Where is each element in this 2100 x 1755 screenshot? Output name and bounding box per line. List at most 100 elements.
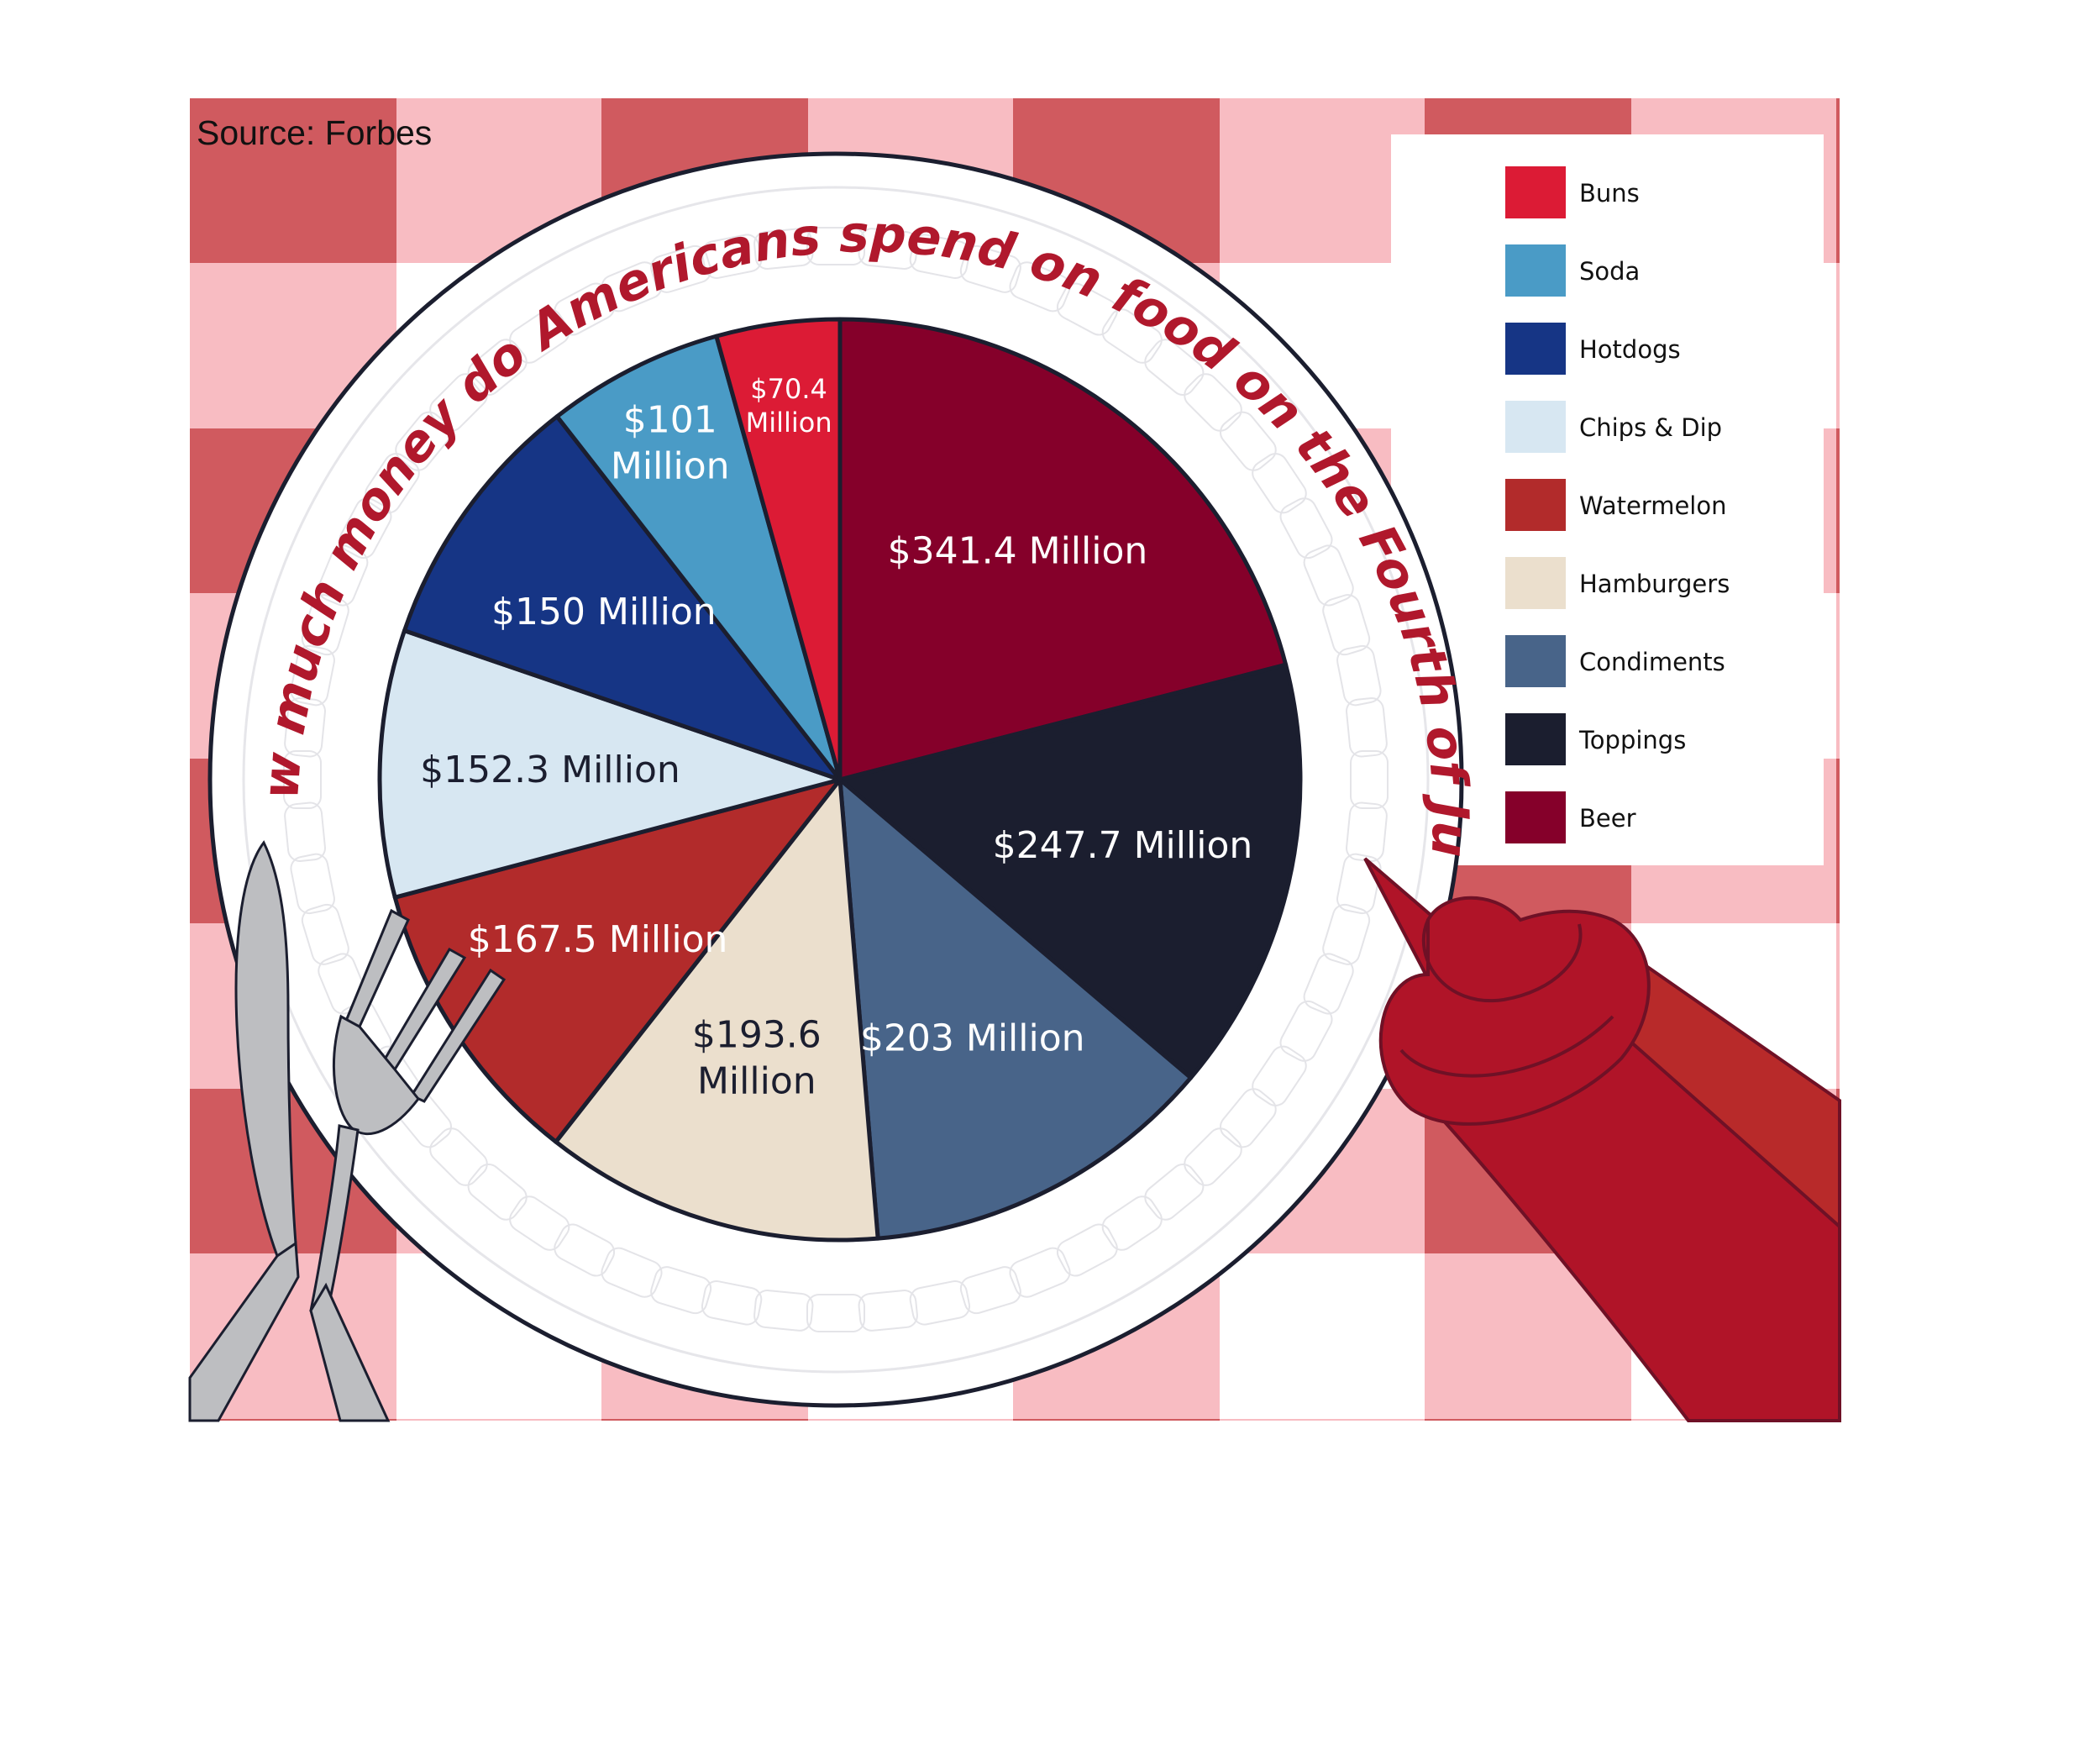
cloth-row-band — [190, 1419, 1840, 1421]
legend-item: Watermelon — [1505, 479, 1727, 531]
plate-ridge — [509, 1195, 570, 1251]
legend-label: Beer — [1579, 804, 1636, 833]
legend-item: Hotdogs — [1505, 323, 1681, 375]
legend-label: Hamburgers — [1579, 570, 1730, 598]
pie-slice-toppings — [837, 662, 1303, 1080]
plate-ridge — [429, 373, 488, 432]
plate-ridge — [1219, 1088, 1277, 1148]
pie-slice-condiments — [837, 777, 1194, 1241]
legend-swatch — [1505, 401, 1566, 453]
plate-ridge — [1219, 411, 1277, 471]
plate-ridge — [858, 228, 918, 270]
plate-ridge — [701, 1280, 763, 1326]
legend-item: Beer — [1505, 791, 1636, 843]
slice-label: $150 Million — [491, 591, 717, 633]
plate-ridge — [1346, 801, 1388, 862]
slice-label: $341.4 Million — [888, 530, 1148, 573]
plate-ridge — [650, 1266, 712, 1315]
plate-ridge — [753, 1290, 814, 1332]
plate-ridge — [1350, 750, 1389, 809]
cloth-cross-square — [1425, 1419, 1631, 1421]
plate-ridge — [1144, 1163, 1205, 1221]
plate-ridge — [1009, 1247, 1071, 1298]
pie-slice-soda — [554, 334, 843, 782]
fork-icon — [309, 908, 507, 1422]
legend: Buns Soda Hotdogs Chips & Dip Watermelon Hamb… — [1391, 134, 1824, 865]
slice-label: $193.6 Million — [692, 1014, 822, 1103]
cloth-cross-square — [1836, 428, 1840, 593]
plate-ridge — [1279, 497, 1333, 560]
legend-item: Soda — [1505, 244, 1640, 297]
plate-ridge — [1336, 644, 1382, 707]
cloth-cross-square — [601, 1419, 808, 1421]
legend-label: Soda — [1579, 257, 1640, 286]
plate-ridge — [365, 453, 420, 514]
cloth-cross-square — [1013, 1419, 1220, 1421]
plate-ridge — [395, 411, 453, 471]
plate-ridge — [1056, 282, 1118, 336]
slice-label: $70.4 Million — [746, 373, 832, 439]
plate-ridge — [858, 1290, 918, 1332]
cloth-cross-square — [190, 98, 396, 263]
plate-ridge — [283, 750, 322, 809]
plate-ridge — [601, 261, 663, 313]
cloth-cross-square — [1836, 1419, 1840, 1421]
legend-swatch — [1505, 479, 1566, 531]
legend-swatch — [1505, 713, 1566, 765]
plate-ridge — [1144, 339, 1205, 397]
plate-ridge — [318, 544, 369, 607]
cloth-cross-square — [1836, 98, 1840, 263]
legend-swatch — [1505, 166, 1566, 218]
plate-ridge — [290, 853, 335, 915]
plate-inner-ring — [242, 186, 1430, 1374]
cloth-column-band — [1836, 98, 1840, 1421]
plate-ridge — [429, 1127, 488, 1186]
plate-ridge — [467, 1163, 528, 1221]
plate-ridge — [284, 697, 326, 758]
legend-label: Buns — [1579, 179, 1640, 208]
plate-ridge — [1184, 373, 1242, 432]
plate-ridge — [1101, 308, 1163, 364]
plate-ridge — [909, 234, 971, 279]
slice-label: $167.5 Million — [468, 918, 728, 961]
legend-swatch — [1505, 635, 1566, 687]
plate-ridge — [284, 801, 326, 862]
legend-item: Hamburgers — [1505, 557, 1730, 609]
legend-item: Condiments — [1505, 635, 1725, 687]
plate-ridge — [909, 1280, 971, 1326]
slice-label: $101 Million — [611, 399, 730, 488]
plate-ridge — [1346, 697, 1388, 758]
plate-ridge — [1252, 1045, 1307, 1106]
slice-label: $203 Million — [860, 1017, 1085, 1060]
plate-ridge — [1322, 594, 1371, 656]
plate-ridge — [301, 594, 349, 656]
legend-swatch — [1505, 323, 1566, 375]
plate-ridge — [1101, 1195, 1163, 1251]
plate-ridge — [1336, 853, 1382, 915]
legend-label: Toppings — [1578, 726, 1686, 754]
cloth-cross-square — [1836, 759, 1840, 923]
plate-ridge — [1252, 453, 1307, 514]
legend-panel — [1391, 134, 1824, 865]
plate-ridge — [1322, 903, 1371, 965]
legend-label: Hotdogs — [1579, 335, 1681, 364]
pie — [377, 317, 1303, 1243]
pie-slice-chips-dip — [377, 628, 843, 900]
plate-ridge — [554, 282, 616, 336]
plate-ridge — [806, 1294, 865, 1332]
knife-icon — [188, 840, 300, 1422]
plate-ridge — [1056, 1223, 1118, 1277]
plate-ridge — [650, 244, 712, 293]
legend-item: Chips & Dip — [1505, 401, 1722, 453]
plate-ridge — [301, 903, 349, 965]
plate-ridge — [554, 1223, 616, 1277]
cloth-cross-square — [1836, 1089, 1840, 1253]
legend-label: Condiments — [1579, 648, 1725, 676]
plate-ridge — [753, 228, 814, 270]
plate-ridge — [1303, 953, 1354, 1015]
pie-labels: $341.4 Million $247.7 Million $203 Million… — [420, 373, 1252, 1103]
pie-slice-buns — [714, 317, 843, 782]
plate-ridge — [806, 227, 865, 265]
plate-ridge — [959, 244, 1021, 293]
